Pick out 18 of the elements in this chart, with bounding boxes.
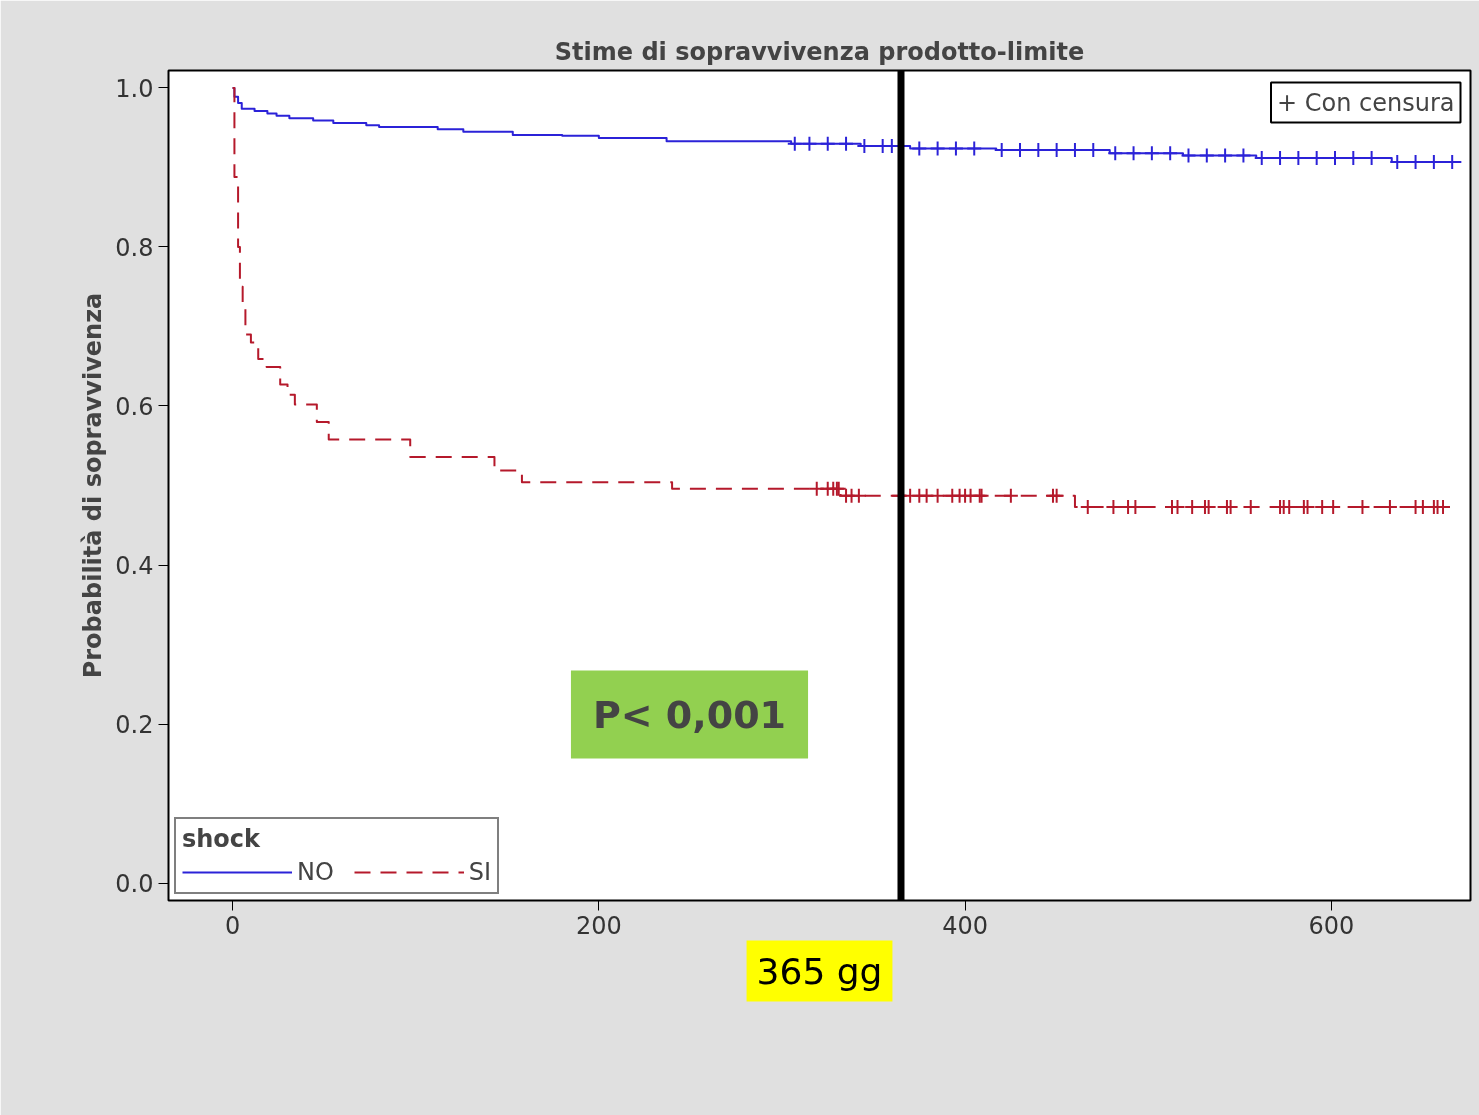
y-tick-label: 0.4 <box>115 552 154 580</box>
y-tick-label: 0.6 <box>115 393 154 421</box>
x-tick-label: 0 <box>224 911 241 940</box>
chart-title: Stime di sopravvivenza prodotto-limite <box>554 37 1085 66</box>
legend-label: SI <box>468 858 492 886</box>
annotation: P< 0,001 <box>592 692 787 737</box>
y-tick-label: 0.2 <box>115 711 154 740</box>
y-axis-title: Probabilità di sopravvivenza <box>79 292 108 679</box>
legend-title: shock <box>182 825 262 853</box>
legend-label: NO <box>297 858 334 886</box>
ref-line-label: 365 gg <box>756 950 883 992</box>
x-tick-label: 400 <box>942 911 988 940</box>
y-tick-label: 1.0 <box>115 74 154 103</box>
y-tick-label: 0.0 <box>115 870 154 899</box>
x-tick-label: 200 <box>575 911 622 940</box>
y-tick-label: 0.8 <box>115 233 154 262</box>
x-tick-label: 600 <box>1308 911 1355 940</box>
annotation: + Con censura <box>1277 88 1455 117</box>
